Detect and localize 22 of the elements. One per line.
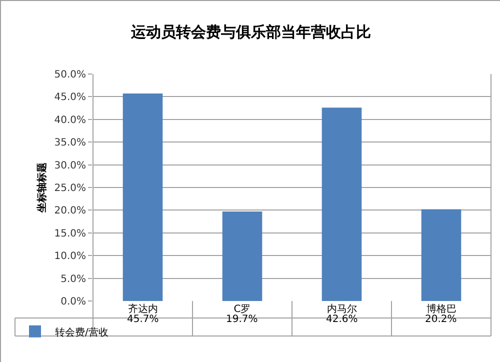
- y-axis-title: 坐标轴标题: [36, 162, 48, 214]
- y-tick-label: 30.0%: [54, 160, 86, 172]
- y-tick-label: 50.0%: [54, 70, 86, 80]
- data-label: 45.7%: [127, 314, 159, 325]
- y-tick-label: 35.0%: [54, 138, 86, 149]
- x-tick-label: 齐达内: [128, 303, 158, 315]
- data-label: 19.7%: [226, 314, 258, 325]
- y-tick-label: 25.0%: [54, 183, 86, 194]
- x-tick-label: C罗: [234, 304, 251, 315]
- y-tick-label: 10.0%: [54, 251, 86, 262]
- data-label: 20.2%: [425, 314, 457, 325]
- legend-label: 转会费/营收: [55, 326, 108, 338]
- data-label: 42.6%: [326, 314, 358, 325]
- y-tick-label: 15.0%: [54, 228, 86, 240]
- chart-title: 运动员转会费与俱乐部当年营收占比: [130, 22, 371, 41]
- y-tick-label: 5.0%: [60, 274, 86, 285]
- y-tick-label: 45.0%: [54, 92, 86, 104]
- x-tick-label: 内马尔: [326, 303, 357, 315]
- y-tick-label: 20.0%: [54, 206, 86, 217]
- y-tick-label: 40.0%: [54, 114, 86, 126]
- y-tick-label: 0.0%: [60, 296, 86, 308]
- x-tick-label: 博格巴: [426, 303, 456, 315]
